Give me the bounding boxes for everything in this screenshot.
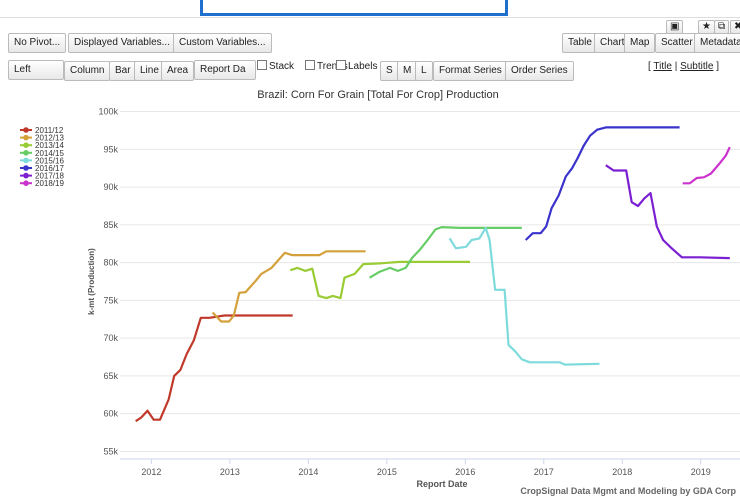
- x-tick-label: 2013: [220, 467, 240, 477]
- x-tick-label: 2019: [691, 467, 711, 477]
- checkbox[interactable]: Trends: [305, 58, 348, 76]
- legend-marker: [23, 165, 29, 171]
- view-tab[interactable]: Scatter: [655, 33, 699, 53]
- x-tick-label: 2016: [455, 467, 475, 477]
- chart-title: Brazil: Corn For Grain [Total For Crop] …: [257, 89, 498, 101]
- legend-label: 2014/15: [35, 149, 64, 158]
- series-line: [605, 164, 730, 260]
- toolbar-button[interactable]: Custom Variables...: [173, 33, 272, 53]
- toolbar-button[interactable]: Displayed Variables...: [68, 33, 176, 53]
- series-line: [369, 226, 522, 279]
- legend-marker: [23, 172, 29, 179]
- view-tab[interactable]: Map: [624, 33, 656, 53]
- link-group: [ Title | Subtitle ]: [648, 61, 719, 72]
- axis-select[interactable]: Left: [8, 60, 64, 80]
- x-tick-label: 2017: [534, 467, 554, 477]
- y-tick-label: 95k: [103, 144, 118, 154]
- legend-label: 2015/16: [35, 156, 64, 165]
- y-tick-label: 75k: [103, 295, 118, 305]
- x-tick-label: 2015: [377, 467, 397, 477]
- legend-label: 2016/17: [35, 164, 64, 173]
- series-button[interactable]: Format Series: [433, 61, 508, 81]
- checkbox-label: Labels: [348, 61, 378, 72]
- legend-label: 2012/13: [35, 134, 64, 143]
- series-line: [135, 314, 293, 423]
- series-line: [211, 250, 366, 323]
- size-button[interactable]: S: [380, 61, 399, 81]
- series-line: [524, 126, 680, 241]
- view-tab[interactable]: Table: [562, 33, 598, 53]
- y-tick-label: 100k: [98, 107, 118, 117]
- icon-button[interactable]: ⧉: [714, 20, 730, 34]
- y-tick-label: 70k: [103, 333, 118, 343]
- y-tick-label: 85k: [103, 220, 118, 230]
- series-line: [289, 260, 470, 300]
- chart-type-button[interactable]: Column: [64, 61, 111, 81]
- legend-label: 2011/12: [35, 126, 64, 135]
- legend-marker: [23, 134, 29, 141]
- chart-type-button[interactable]: Area: [161, 61, 195, 81]
- legend-marker: [23, 142, 29, 148]
- icon-button[interactable]: ▣: [666, 20, 684, 34]
- x-tick-label: 2012: [141, 467, 161, 477]
- y-tick-label: 80k: [103, 258, 118, 268]
- dialog-header: [200, 0, 508, 16]
- date-select[interactable]: Report Da: [194, 60, 256, 80]
- credit: CropSignal Data Mgmt and Modeling by GDA…: [520, 486, 736, 496]
- legend-label: 2013/14: [35, 141, 64, 150]
- icon-button[interactable]: ✖: [730, 20, 740, 34]
- series-button[interactable]: Order Series: [505, 61, 574, 81]
- chart: Brazil: Corn For Grain [Total For Crop] …: [20, 89, 740, 496]
- checkbox[interactable]: Labels: [336, 58, 377, 76]
- y-tick-label: 60k: [103, 409, 118, 419]
- y-tick-label: 90k: [103, 182, 118, 192]
- size-button[interactable]: M: [397, 61, 418, 81]
- legend-marker: [23, 150, 29, 156]
- link[interactable]: Subtitle: [680, 61, 714, 72]
- y-tick-label: 55k: [103, 446, 118, 456]
- x-tick-label: 2014: [298, 467, 318, 477]
- legend-label: 2018/19: [35, 179, 64, 188]
- chart-type-button[interactable]: Line: [134, 61, 165, 81]
- y-tick-label: 65k: [103, 371, 118, 381]
- icon-button[interactable]: ★: [698, 20, 715, 34]
- x-axis-title: Report Date: [416, 479, 467, 489]
- link[interactable]: Title: [653, 61, 672, 72]
- chart-type-button[interactable]: Bar: [109, 61, 137, 81]
- legend-label: 2017/18: [35, 172, 64, 181]
- legend-marker: [23, 127, 29, 133]
- series-line: [448, 226, 600, 366]
- top-border: [0, 17, 740, 18]
- checkbox-label: Trends: [317, 61, 348, 72]
- x-tick-label: 2018: [612, 467, 632, 477]
- series-line: [682, 146, 731, 185]
- legend-marker: [23, 180, 29, 186]
- y-axis-title: k-mt (Production): [87, 248, 96, 315]
- view-tab[interactable]: Metadata: [694, 33, 740, 53]
- size-button[interactable]: L: [415, 61, 433, 81]
- checkbox-label: Stack: [269, 61, 295, 72]
- checkbox[interactable]: Stack: [257, 58, 294, 76]
- toolbar-button[interactable]: No Pivot...: [8, 33, 67, 53]
- legend-marker: [23, 157, 29, 164]
